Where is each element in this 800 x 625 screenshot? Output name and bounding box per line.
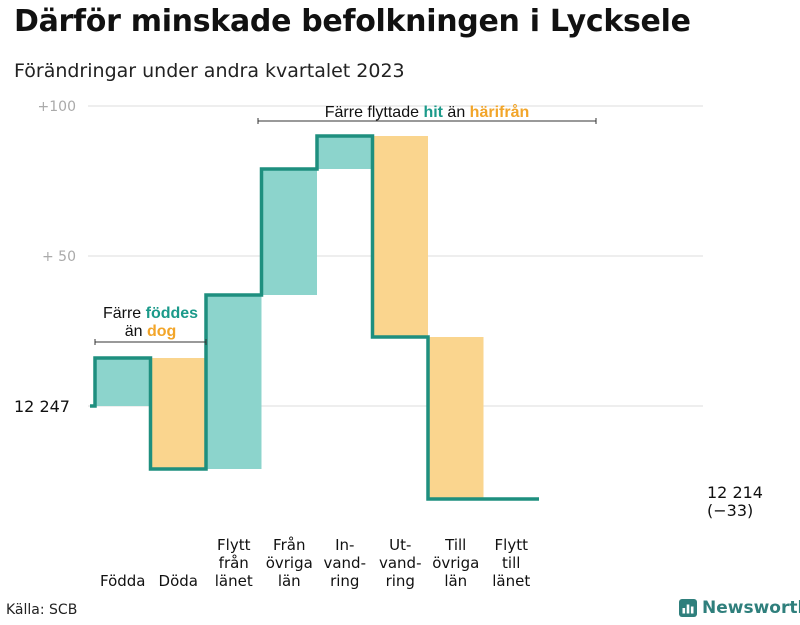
y-tick-label: + 50 xyxy=(42,249,76,265)
start-population-label: 12 247 xyxy=(14,397,70,416)
births-annotation-line1: Färre föddes xyxy=(103,305,198,322)
category-label: Flytt från länet xyxy=(215,536,253,590)
brand-name: Newsworthy xyxy=(702,598,800,618)
waterfall-bar xyxy=(95,358,151,406)
brand-logo: Newsworthy xyxy=(679,598,800,618)
waterfall-bar xyxy=(317,136,373,169)
chart-title: Därför minskade befolkningen i Lycksele xyxy=(14,4,691,39)
waterfall-bar xyxy=(428,337,484,499)
category-label: Födda xyxy=(100,572,146,590)
migration-bracket xyxy=(257,118,597,124)
category-label: Från övriga län xyxy=(266,536,313,590)
category-label: Ut-vand-ring xyxy=(379,536,422,590)
bar-chart-icon xyxy=(679,599,697,617)
category-label: Till övriga län xyxy=(432,536,479,590)
migration-annotation: Färre flyttade hit än härifrån xyxy=(325,103,530,121)
waterfall-bar xyxy=(150,358,206,469)
category-label: Flytt till länet xyxy=(492,536,530,590)
waterfall-bar xyxy=(261,169,317,295)
births-annotation-line2: än dog xyxy=(125,323,177,340)
waterfall-bar xyxy=(372,136,428,337)
cumulative-step-line xyxy=(90,134,539,501)
category-label: In-vand-ring xyxy=(323,536,366,590)
births-bracket xyxy=(94,339,207,345)
source-note: Källa: SCB xyxy=(6,602,78,618)
y-tick-label: +100 xyxy=(38,99,76,115)
chart-subtitle: Förändringar under andra kvartalet 2023 xyxy=(14,60,405,82)
waterfall-bar xyxy=(206,295,262,469)
category-label: Döda xyxy=(159,572,198,590)
end-change-label: (−33) xyxy=(707,501,753,520)
end-population-label: 12 214 xyxy=(707,483,763,502)
